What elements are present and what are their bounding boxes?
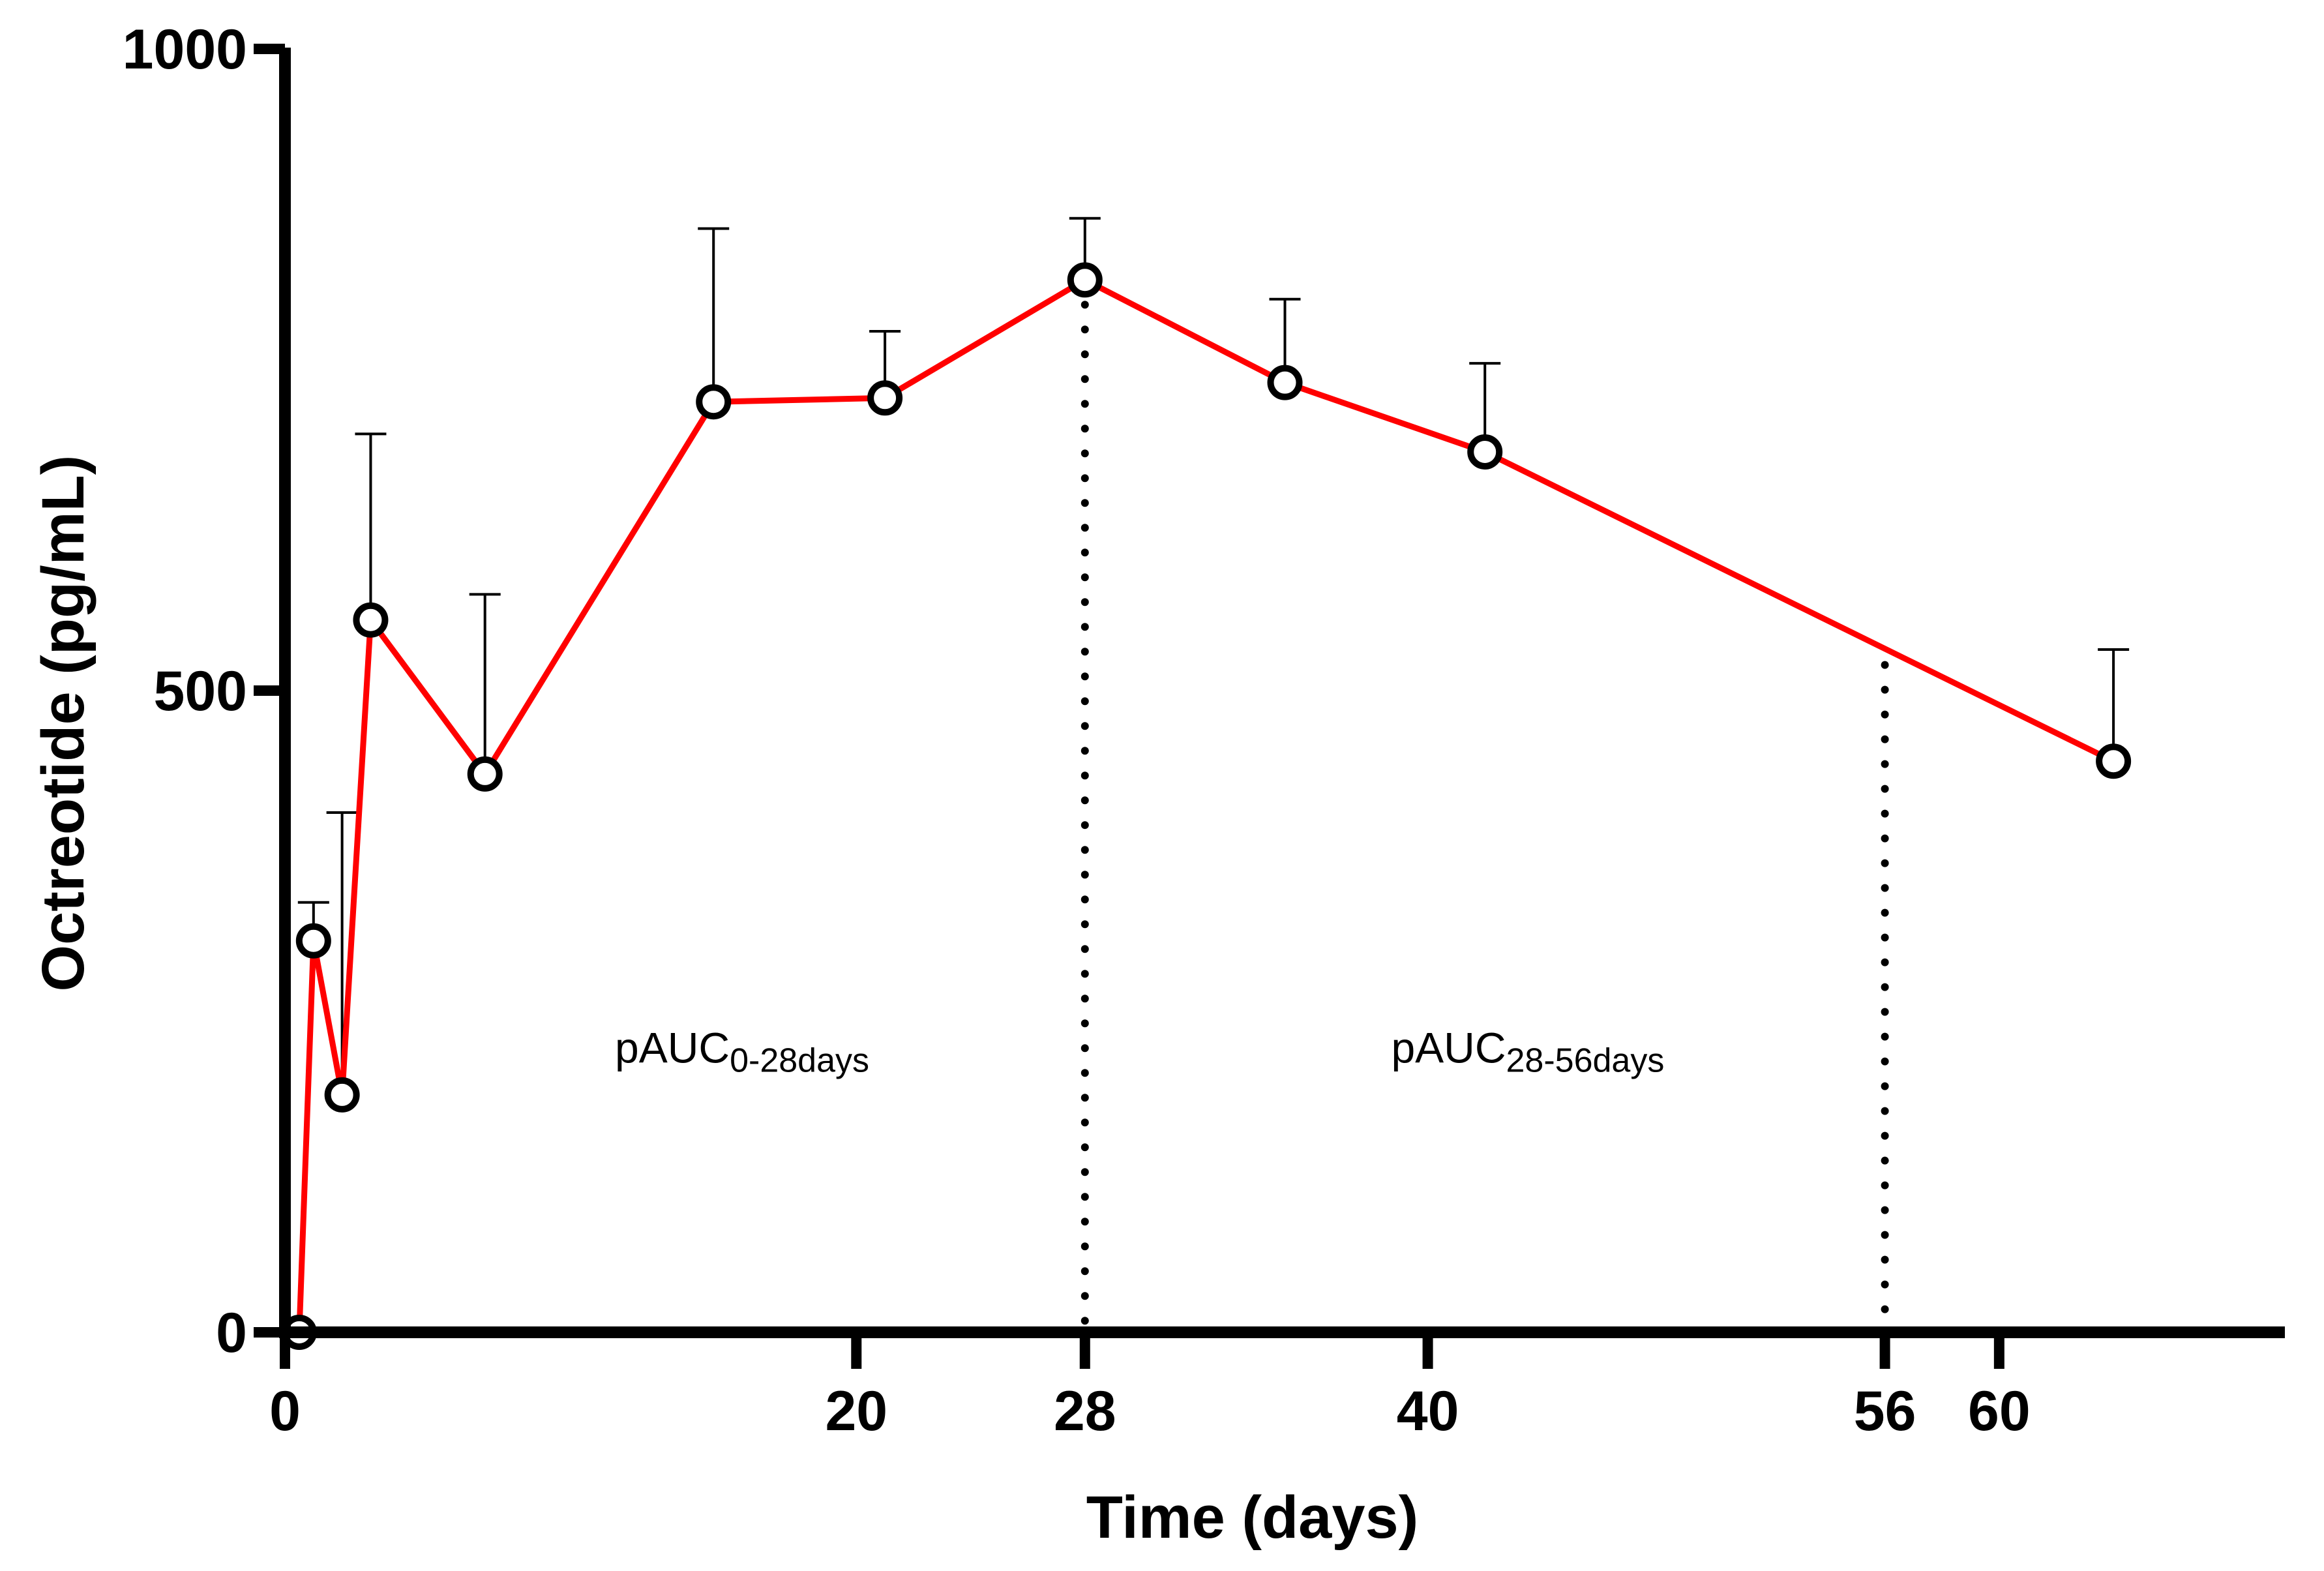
data-point bbox=[1267, 365, 1303, 400]
data-point bbox=[1467, 434, 1503, 470]
data-point bbox=[1067, 262, 1103, 298]
x-tick-label: 40 bbox=[1397, 1380, 1459, 1443]
data-point bbox=[2096, 743, 2132, 779]
reference-lines bbox=[1080, 276, 1889, 1336]
data-point bbox=[696, 384, 732, 420]
y-tick-label: 1000 bbox=[123, 18, 247, 81]
data-point bbox=[467, 756, 503, 792]
y-tick-label: 500 bbox=[154, 660, 248, 723]
axes: 0 500 1000 0 20 28 40 56 60 Time (days) Octreotide… bbox=[30, 18, 2285, 1551]
series-line bbox=[296, 277, 2115, 1333]
annotations: pAUC0-28days pAUC28-56days bbox=[615, 1024, 1664, 1080]
pauc-annotation: pAUC28-56days bbox=[1391, 1024, 1664, 1080]
error-bars bbox=[297, 217, 2130, 1095]
x-tick-label: 0 bbox=[269, 1380, 301, 1443]
y-tick-label: 0 bbox=[216, 1302, 247, 1364]
x-axis-title: Time (days) bbox=[1086, 1484, 1419, 1551]
x-tick-label: 20 bbox=[825, 1380, 887, 1443]
series-layer bbox=[281, 262, 2132, 1350]
data-point bbox=[324, 1077, 360, 1113]
data-point bbox=[295, 923, 331, 959]
x-tick-label: 28 bbox=[1054, 1380, 1116, 1443]
x-tick-label: 56 bbox=[1854, 1380, 1916, 1443]
x-tick-label: 60 bbox=[1968, 1380, 2031, 1443]
data-point bbox=[353, 602, 389, 638]
data-point bbox=[867, 380, 903, 416]
y-axis-title: Octreotide (pg/mL) bbox=[30, 455, 97, 992]
pauc-annotation: pAUC0-28days bbox=[615, 1024, 869, 1080]
